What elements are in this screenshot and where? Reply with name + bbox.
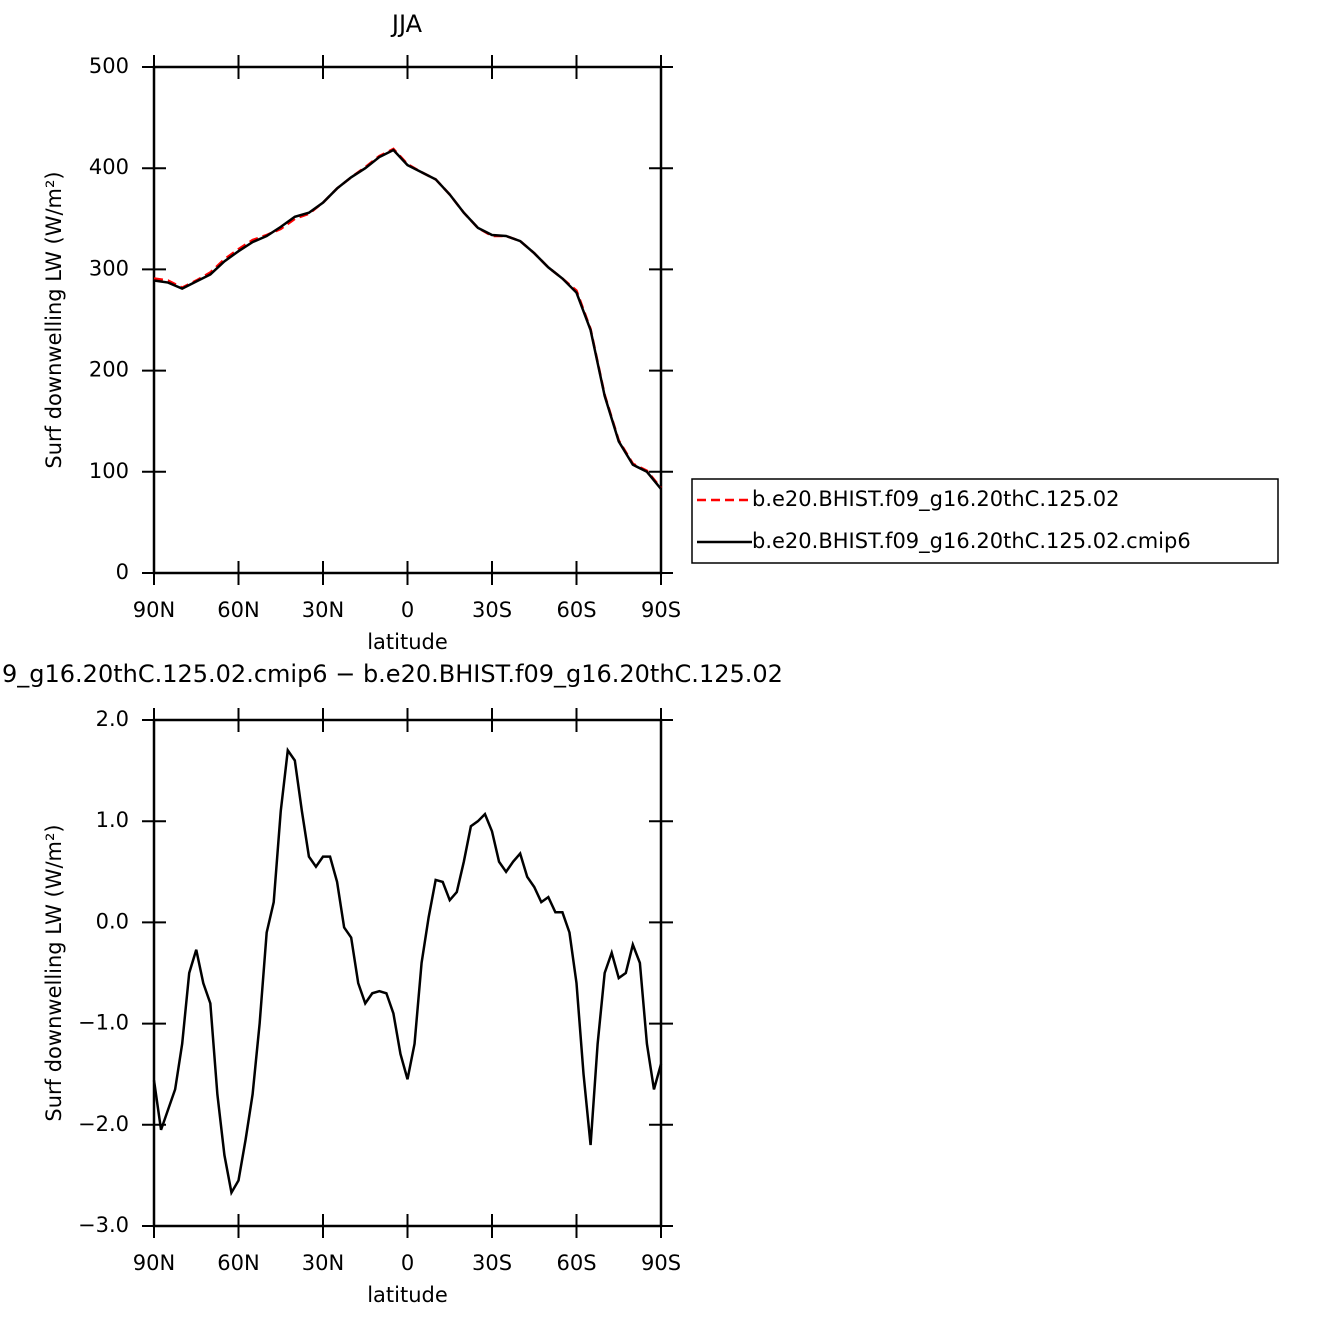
data-line xyxy=(152,746,663,1197)
x-tick-label: 30S xyxy=(472,598,512,622)
x-tick-label: 60S xyxy=(556,1251,596,1275)
plot-frame xyxy=(152,718,663,1228)
x-tick-label: 0 xyxy=(401,1251,414,1275)
data-line xyxy=(153,147,662,489)
data-line xyxy=(153,148,662,490)
x-tick-label: 60N xyxy=(217,1251,259,1275)
y-tick-label: 100 xyxy=(89,459,129,483)
x-tick-label: 90S xyxy=(641,598,681,622)
y-axis-label: Surf downwelling LW (W/m²) xyxy=(42,824,66,1121)
x-axis-label: latitude xyxy=(367,630,448,654)
y-tick-label: −1.0 xyxy=(78,1011,129,1035)
x-tick-label: 60N xyxy=(217,598,259,622)
y-tick-label: 1.0 xyxy=(96,808,129,832)
y-tick-label: 200 xyxy=(89,358,129,382)
x-tick-label: 0 xyxy=(401,598,414,622)
y-tick-label: −3.0 xyxy=(78,1213,129,1237)
x-tick-label: 30N xyxy=(302,1251,344,1275)
x-tick-label: 90N xyxy=(133,598,175,622)
y-tick-label: 2.0 xyxy=(96,707,129,731)
chart-title: 9_g16.20thC.125.02.cmip6 − b.e20.BHIST.f… xyxy=(2,660,783,688)
x-tick-label: 60S xyxy=(556,598,596,622)
x-tick-label: 90S xyxy=(641,1251,681,1275)
legend-label: b.e20.BHIST.f09_g16.20thC.125.02.cmip6 xyxy=(752,529,1191,554)
legend-box xyxy=(691,478,1279,564)
y-tick-label: 500 xyxy=(89,54,129,78)
x-tick-label: 30S xyxy=(472,1251,512,1275)
y-tick-label: 300 xyxy=(89,256,129,280)
y-tick-label: 0.0 xyxy=(96,909,129,933)
x-axis-label: latitude xyxy=(367,1283,448,1307)
x-tick-label: 90N xyxy=(133,1251,175,1275)
chart-title: JJA xyxy=(390,10,423,38)
y-axis-label: Surf downwelling LW (W/m²) xyxy=(42,171,66,468)
y-tick-label: 0 xyxy=(116,560,129,584)
y-tick-label: −2.0 xyxy=(78,1112,129,1136)
legend-label: b.e20.BHIST.f09_g16.20thC.125.02 xyxy=(752,487,1119,512)
x-tick-label: 30N xyxy=(302,598,344,622)
plot-frame xyxy=(152,65,663,575)
y-tick-label: 400 xyxy=(89,155,129,179)
